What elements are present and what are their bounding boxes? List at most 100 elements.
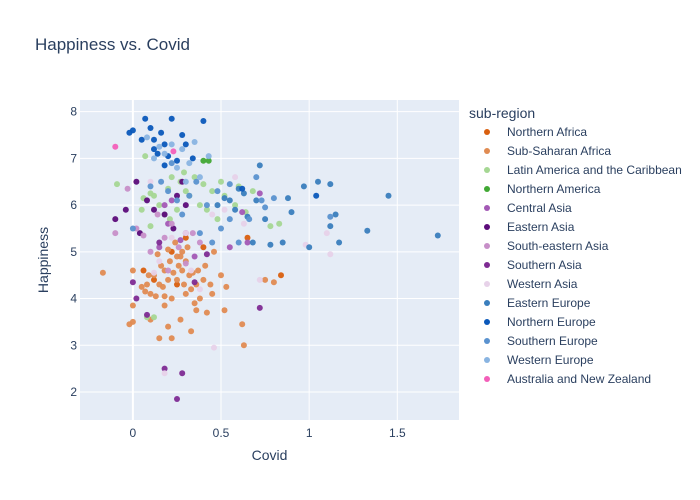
data-point[interactable] <box>166 216 173 223</box>
data-point[interactable] <box>165 267 172 274</box>
data-point[interactable] <box>161 141 168 148</box>
data-point[interactable] <box>175 262 182 269</box>
data-point[interactable] <box>240 342 247 349</box>
data-point[interactable] <box>327 213 334 220</box>
data-point[interactable] <box>179 370 186 377</box>
data-point[interactable] <box>165 188 172 195</box>
data-point[interactable] <box>246 216 253 223</box>
data-point[interactable] <box>191 139 198 145</box>
data-point[interactable] <box>244 234 251 241</box>
data-point[interactable] <box>172 239 179 246</box>
data-point[interactable] <box>179 132 186 138</box>
legend-item[interactable]: Central Asia <box>484 201 572 215</box>
data-point[interactable] <box>200 244 207 251</box>
data-point[interactable] <box>209 290 216 297</box>
data-point[interactable] <box>256 190 263 197</box>
data-point[interactable] <box>174 396 180 402</box>
data-point[interactable] <box>203 202 210 209</box>
data-point[interactable] <box>202 262 209 269</box>
data-point[interactable] <box>138 136 145 143</box>
data-point[interactable] <box>161 293 168 300</box>
data-point[interactable] <box>165 323 172 330</box>
data-point[interactable] <box>129 302 136 309</box>
data-point[interactable] <box>147 223 154 230</box>
data-point[interactable] <box>147 178 154 185</box>
data-point[interactable] <box>262 276 269 283</box>
data-point[interactable] <box>327 223 334 230</box>
data-point[interactable] <box>200 118 207 124</box>
data-point[interactable] <box>161 211 168 218</box>
data-point[interactable] <box>249 188 256 195</box>
data-point[interactable] <box>174 206 180 213</box>
data-point[interactable] <box>207 281 214 288</box>
data-point[interactable] <box>203 206 210 213</box>
data-point[interactable] <box>147 125 154 131</box>
data-point[interactable] <box>112 216 119 223</box>
data-point[interactable] <box>232 206 239 213</box>
data-point[interactable] <box>196 202 203 209</box>
data-point[interactable] <box>142 115 149 122</box>
data-point[interactable] <box>214 188 221 195</box>
data-point[interactable] <box>226 181 233 188</box>
data-point[interactable] <box>154 251 161 258</box>
data-point[interactable] <box>122 206 129 213</box>
data-point[interactable] <box>249 239 256 246</box>
data-point[interactable] <box>221 195 228 202</box>
data-point[interactable] <box>262 204 269 211</box>
data-point[interactable] <box>168 335 175 342</box>
data-point[interactable] <box>182 141 189 148</box>
data-point[interactable] <box>270 195 277 202</box>
data-point[interactable] <box>168 197 175 204</box>
data-point[interactable] <box>144 281 150 288</box>
data-point[interactable] <box>240 190 247 197</box>
data-point[interactable] <box>193 178 200 185</box>
data-point[interactable] <box>161 202 168 209</box>
data-point[interactable] <box>205 157 212 164</box>
data-point[interactable] <box>179 146 186 153</box>
data-point[interactable] <box>327 181 334 188</box>
data-point[interactable] <box>323 230 330 237</box>
data-point[interactable] <box>147 248 154 255</box>
data-point[interactable] <box>129 267 136 274</box>
data-point[interactable] <box>191 279 198 286</box>
data-point[interactable] <box>182 260 189 267</box>
legend-item[interactable]: South-eastern Asia <box>484 239 609 253</box>
data-point[interactable] <box>189 155 196 162</box>
data-point[interactable] <box>138 206 145 213</box>
data-point[interactable] <box>253 197 260 204</box>
data-point[interactable] <box>177 316 184 323</box>
data-point[interactable] <box>154 150 161 157</box>
data-point[interactable] <box>156 239 163 246</box>
data-point[interactable] <box>174 281 180 288</box>
data-point[interactable] <box>300 183 307 190</box>
data-point[interactable] <box>181 169 187 176</box>
data-point[interactable] <box>168 220 175 227</box>
data-point[interactable] <box>174 164 180 171</box>
data-point[interactable] <box>166 258 173 265</box>
data-point[interactable] <box>168 160 175 167</box>
data-point[interactable] <box>154 211 161 218</box>
data-point[interactable] <box>170 225 177 232</box>
legend-item[interactable]: Western Asia <box>484 277 578 291</box>
data-point[interactable] <box>156 143 163 150</box>
data-point[interactable] <box>200 157 207 164</box>
data-point[interactable] <box>182 202 189 209</box>
data-point[interactable] <box>218 178 224 185</box>
data-point[interactable] <box>140 232 147 239</box>
data-point[interactable] <box>267 223 274 230</box>
legend[interactable]: Northern Africa Sub-Saharan Africa Latin A… <box>484 125 682 386</box>
data-point[interactable] <box>181 281 187 288</box>
data-point[interactable] <box>151 206 157 213</box>
data-point[interactable] <box>140 267 147 274</box>
data-point[interactable] <box>189 230 196 237</box>
legend-item[interactable]: Southern Europe <box>484 334 598 348</box>
data-point[interactable] <box>182 234 189 241</box>
data-point[interactable] <box>147 183 154 190</box>
data-point[interactable] <box>174 197 180 204</box>
data-point[interactable] <box>161 162 168 169</box>
data-point[interactable] <box>184 244 191 251</box>
data-point[interactable] <box>191 253 198 260</box>
data-point[interactable] <box>168 234 175 241</box>
data-point[interactable] <box>186 160 193 167</box>
data-point[interactable] <box>193 307 200 314</box>
